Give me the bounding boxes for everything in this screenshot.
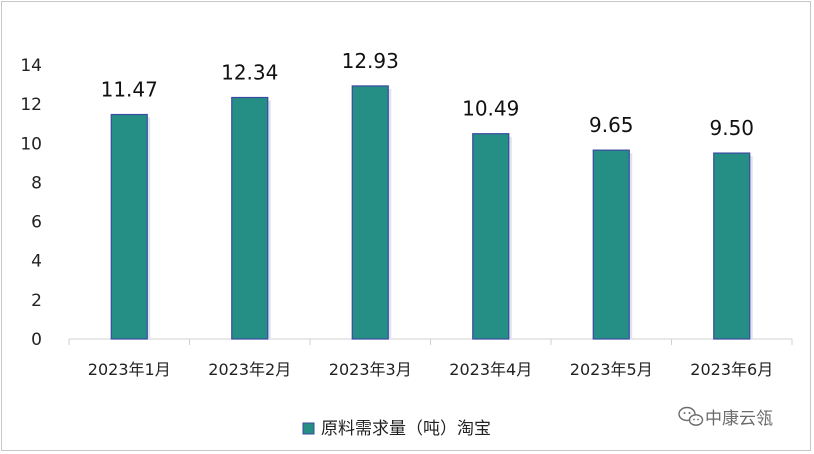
y-tick-label: 2 (31, 291, 42, 311)
legend-label: 原料需求量（吨）淘宝 (321, 419, 491, 439)
watermark-text: 中康云瓴 (705, 409, 773, 429)
wechat-icon (678, 406, 704, 426)
bar (592, 149, 630, 340)
bar-value-label: 12.34 (221, 60, 278, 84)
x-tick-label: 2023年5月 (570, 360, 653, 379)
bar (110, 113, 148, 340)
y-axis: 0 2 4 6 8 10 12 14 (20, 56, 42, 350)
y-tick-label: 4 (31, 252, 42, 272)
legend: 原料需求量（吨）淘宝 (302, 419, 491, 439)
x-tick-label: 2023年3月 (329, 360, 412, 379)
x-tick-label: 2023年4月 (449, 360, 532, 379)
bar (472, 133, 510, 340)
y-tick-label: 14 (20, 56, 42, 76)
bar-value-label: 10.49 (462, 97, 519, 121)
legend-swatch (302, 422, 315, 435)
x-tick-label: 2023年6月 (690, 360, 773, 379)
bars: 11.47 12.34 12.93 10.49 9.65 9.50 (101, 49, 754, 340)
y-tick-label: 6 (31, 213, 42, 233)
bar-value-label: 9.65 (589, 113, 634, 137)
watermark: 中康云瓴 (678, 406, 773, 429)
y-tick-label: 10 (20, 134, 42, 154)
bar (713, 152, 751, 340)
y-tick-label: 8 (31, 173, 42, 193)
y-tick-label: 0 (31, 330, 42, 350)
bar-value-label: 11.47 (101, 78, 158, 102)
x-tick-label: 2023年1月 (88, 360, 171, 379)
x-axis: 2023年1月 2023年2月 2023年3月 2023年4月 2023年5月 2023年… (68, 339, 793, 379)
x-tick-label: 2023年2月 (208, 360, 291, 379)
bar (351, 85, 389, 340)
bar-value-label: 9.50 (709, 116, 754, 140)
y-tick-label: 12 (20, 95, 42, 115)
bar (231, 96, 269, 340)
bar-value-label: 12.93 (342, 49, 399, 73)
